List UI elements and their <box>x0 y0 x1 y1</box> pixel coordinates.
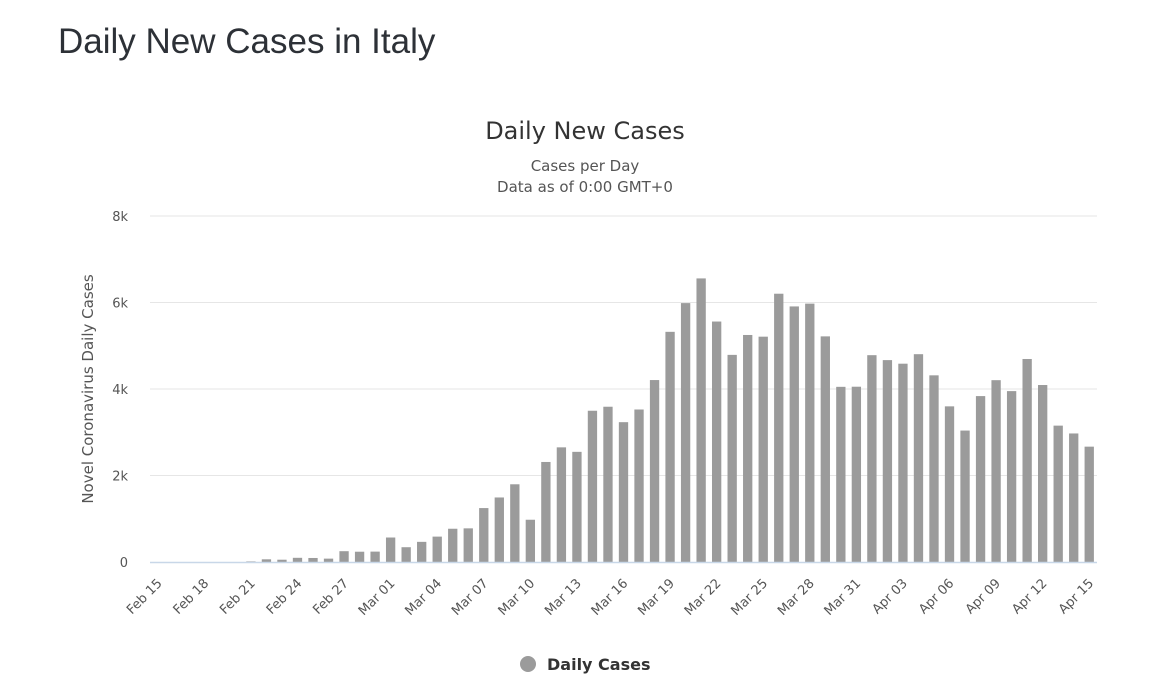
bar-mar-07[interactable] <box>479 508 489 562</box>
bar-feb-21[interactable] <box>246 561 256 562</box>
x-tick-label: Apr 06 <box>916 576 957 617</box>
x-tick-label: Apr 03 <box>870 576 911 617</box>
y-tick-label: 0 <box>120 556 128 571</box>
bar-mar-17[interactable] <box>634 409 644 562</box>
legend[interactable]: Daily Cases <box>520 655 650 674</box>
bar-mar-03[interactable] <box>417 541 427 562</box>
y-tick-label: 2k <box>112 470 128 485</box>
y-tick-label: 6k <box>112 297 128 312</box>
chart-title: Daily New Cases <box>485 117 685 145</box>
bar-mar-28[interactable] <box>805 303 815 562</box>
chart-subtitle-line-2: Data as of 0:00 GMT+0 <box>497 178 673 196</box>
bar-apr-12[interactable] <box>1038 385 1048 562</box>
bar-mar-14[interactable] <box>587 410 598 562</box>
x-tick-label: Mar 19 <box>635 576 678 619</box>
y-axis-ticks: 0 2k 4k 6k 8k <box>112 210 128 571</box>
bar-apr-04[interactable] <box>913 354 924 562</box>
bar-mar-25[interactable] <box>758 336 768 562</box>
bar-mar-19[interactable] <box>665 331 675 562</box>
bar-apr-14[interactable] <box>1069 433 1079 562</box>
bar-feb-29[interactable] <box>370 551 380 562</box>
bar-apr-02[interactable] <box>882 360 893 562</box>
grid-lines <box>150 215 1097 476</box>
x-tick-label: Mar 13 <box>542 576 585 619</box>
bar-mar-10[interactable] <box>525 519 536 562</box>
x-tick-label: Apr 12 <box>1009 576 1050 617</box>
bar-mar-31[interactable] <box>851 386 862 562</box>
bar-mar-06[interactable] <box>463 528 473 562</box>
x-tick-label: Mar 16 <box>589 576 632 619</box>
x-tick-label: Mar 10 <box>496 576 539 619</box>
bar-feb-27[interactable] <box>339 551 349 562</box>
bar-mar-24[interactable] <box>743 334 753 562</box>
bar-series-daily-cases <box>246 278 1094 562</box>
bar-apr-07[interactable] <box>960 430 970 562</box>
bar-mar-09[interactable] <box>510 484 520 562</box>
page-title: Daily New Cases in Italy <box>58 22 436 61</box>
x-tick-label: Feb 24 <box>264 576 306 618</box>
bar-mar-08[interactable] <box>494 497 504 562</box>
y-tick-label: 8k <box>112 210 128 225</box>
bar-apr-13[interactable] <box>1053 425 1063 562</box>
bar-mar-16[interactable] <box>618 422 629 562</box>
bar-feb-25[interactable] <box>308 557 318 562</box>
chart-subtitle-line-1: Cases per Day <box>531 157 640 175</box>
bar-feb-28[interactable] <box>354 551 365 562</box>
bar-apr-08[interactable] <box>975 396 986 562</box>
bar-mar-30[interactable] <box>836 386 846 562</box>
x-axis-ticks: Feb 15 Feb 18 Feb 21 Feb 24 Feb 27 Mar 01 Mar … <box>124 576 1097 619</box>
bar-mar-02[interactable] <box>401 547 411 562</box>
x-tick-label: Feb 27 <box>310 576 352 618</box>
x-tick-label: Feb 18 <box>171 576 213 618</box>
bar-mar-21[interactable] <box>696 278 706 562</box>
bar-apr-06[interactable] <box>944 406 955 562</box>
y-tick-label: 4k <box>112 383 128 398</box>
legend-marker[interactable] <box>520 656 536 672</box>
bar-mar-27[interactable] <box>789 306 799 562</box>
bar-mar-12[interactable] <box>556 447 567 562</box>
bar-feb-22[interactable] <box>261 559 272 562</box>
bar-apr-01[interactable] <box>867 355 877 562</box>
bar-feb-24[interactable] <box>292 557 303 562</box>
bar-mar-29[interactable] <box>820 336 830 562</box>
bar-mar-01[interactable] <box>385 537 396 562</box>
legend-label-daily-cases[interactable]: Daily Cases <box>547 655 650 674</box>
bar-mar-20[interactable] <box>680 303 691 562</box>
bar-feb-26[interactable] <box>323 558 334 562</box>
x-tick-label: Mar 28 <box>775 576 818 619</box>
x-tick-label: Mar 22 <box>682 576 725 619</box>
x-tick-label: Feb 15 <box>124 576 166 618</box>
bar-apr-10[interactable] <box>1006 391 1017 562</box>
bar-apr-09[interactable] <box>991 380 1001 562</box>
bar-mar-11[interactable] <box>541 461 551 562</box>
x-tick-label: Apr 09 <box>963 576 1004 617</box>
bar-mar-23[interactable] <box>727 354 737 562</box>
bar-mar-13[interactable] <box>572 451 582 562</box>
bar-mar-18[interactable] <box>649 380 660 562</box>
x-tick-label: Mar 04 <box>402 576 445 619</box>
bar-apr-15[interactable] <box>1084 446 1094 562</box>
x-tick-label: Apr 15 <box>1056 576 1097 617</box>
x-tick-label: Mar 31 <box>822 576 865 619</box>
bar-feb-23[interactable] <box>277 559 287 562</box>
bar-apr-05[interactable] <box>929 375 939 562</box>
bar-mar-04[interactable] <box>432 536 442 562</box>
bar-mar-15[interactable] <box>603 406 613 562</box>
bar-mar-22[interactable] <box>711 321 722 562</box>
bar-mar-26[interactable] <box>774 293 784 562</box>
bar-apr-03[interactable] <box>898 363 908 562</box>
bar-mar-05[interactable] <box>448 528 458 562</box>
x-tick-label: Mar 07 <box>449 576 492 619</box>
bar-apr-11[interactable] <box>1022 358 1032 562</box>
x-tick-label: Feb 21 <box>217 576 259 618</box>
x-tick-label: Mar 01 <box>356 576 399 619</box>
y-axis-title: Novel Coronavirus Daily Cases <box>79 274 97 504</box>
x-tick-label: Mar 25 <box>728 576 771 619</box>
